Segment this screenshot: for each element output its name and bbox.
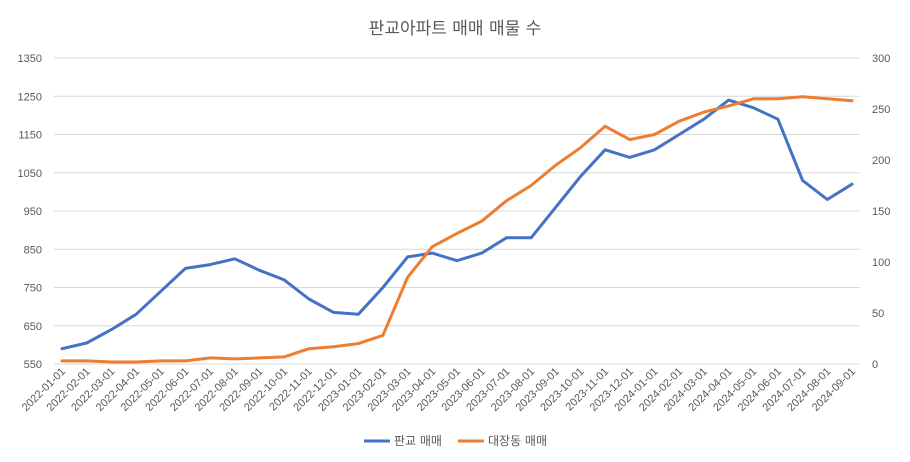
- legend-label: 판교 매매: [394, 434, 442, 448]
- series-line-0: [60, 98, 854, 351]
- right-tick-label: 50: [872, 308, 884, 320]
- right-tick-label: 200: [872, 155, 890, 167]
- left-tick-label: 1350: [18, 53, 42, 65]
- left-tick-label: 1150: [18, 130, 42, 142]
- left-tick-label: 850: [24, 244, 42, 256]
- left-tick-label: 1050: [18, 168, 42, 180]
- chart-title: 판교아파트 매매 매물 수: [369, 19, 542, 39]
- legend: 판교 매매 대장동 매매: [364, 434, 547, 448]
- right-tick-label: 100: [872, 257, 890, 269]
- right-tick-label: 250: [872, 104, 890, 116]
- left-tick-label: 950: [24, 206, 42, 218]
- left-axis-ticks: 550 650 750 850 950 1050 1150 1250 1350: [18, 53, 42, 371]
- right-tick-label: 150: [872, 206, 890, 218]
- x-axis-ticks: 2022-01-012022-02-012022-03-012022-04-01…: [20, 366, 858, 414]
- right-tick-label: 0: [872, 359, 878, 371]
- left-tick-label: 650: [24, 321, 42, 333]
- gridlines: [54, 57, 860, 365]
- left-tick-label: 1250: [18, 91, 42, 103]
- left-tick-label: 550: [24, 359, 42, 371]
- legend-label: 대장동 매매: [488, 434, 547, 448]
- series-lines: [60, 95, 854, 364]
- right-tick-label: 300: [872, 53, 890, 65]
- right-axis-ticks: 0 50 100 150 200 250 300: [872, 53, 890, 371]
- left-tick-label: 750: [24, 283, 42, 295]
- series-line-1: [60, 95, 854, 364]
